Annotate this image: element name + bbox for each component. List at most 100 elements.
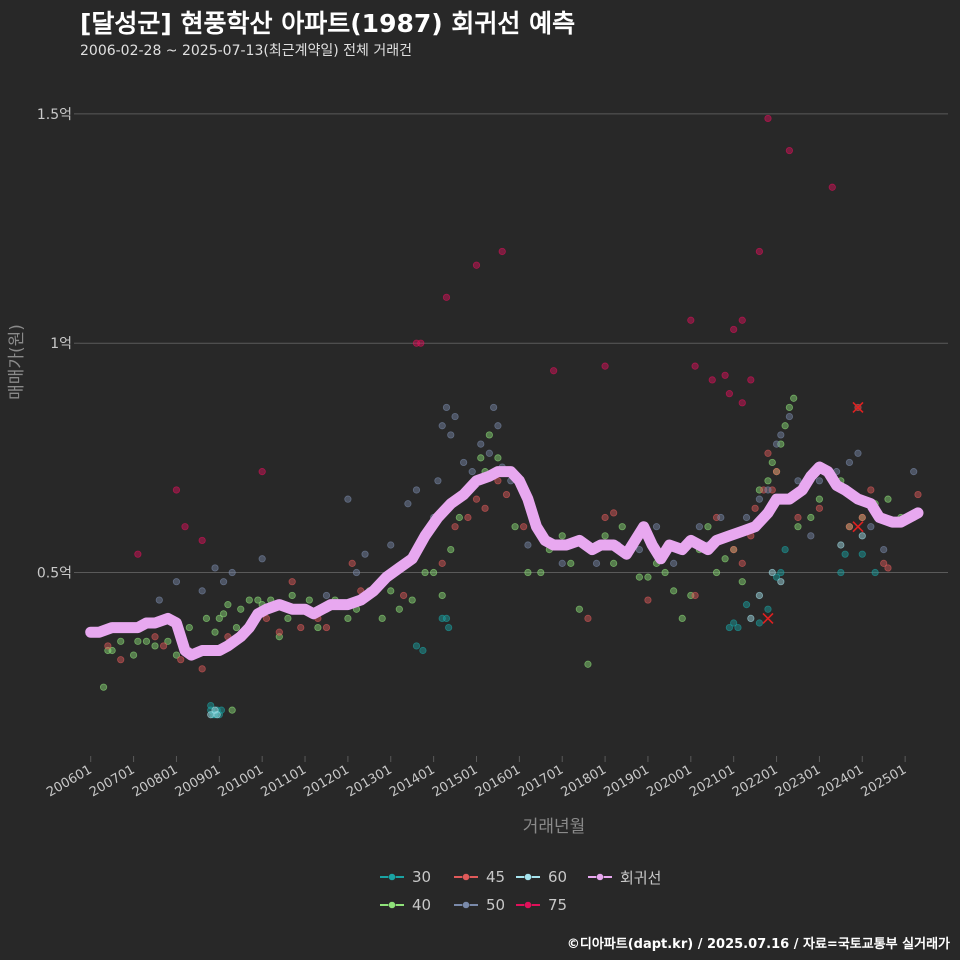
- data-point-40: [785, 403, 794, 412]
- x-tick-label: 202001: [644, 762, 694, 800]
- data-point-75: [721, 371, 729, 379]
- data-point-75: [172, 486, 181, 494]
- legend-key-dot: [462, 873, 470, 881]
- legend-label: 50: [486, 896, 506, 914]
- data-point-50: [845, 458, 854, 467]
- data-point-45: [288, 578, 296, 586]
- data-point-45: [858, 513, 866, 522]
- data-point-40: [768, 458, 776, 467]
- data-point-40: [395, 605, 403, 613]
- legend-label: 30: [412, 868, 432, 886]
- legend-key-reg: [588, 873, 612, 881]
- data-point-75: [828, 183, 836, 191]
- data-point-50: [198, 587, 206, 595]
- data-point-50: [635, 545, 643, 554]
- data-point-40: [494, 454, 502, 462]
- data-point-60: [755, 591, 763, 600]
- data-point-75: [258, 468, 266, 476]
- data-point-40: [678, 614, 686, 623]
- data-point-75: [442, 293, 451, 301]
- legend-key-dot: [524, 873, 532, 881]
- data-point-40: [142, 637, 151, 645]
- legend-item-40: 40: [378, 894, 431, 916]
- grid-layer: [80, 113, 948, 574]
- data-point-40: [378, 614, 386, 623]
- data-point-40: [219, 610, 228, 618]
- data-point-40: [108, 646, 116, 655]
- chart-title: [달성군] 현풍학산 아파트(1987) 회귀선 예측: [80, 9, 576, 38]
- data-point-50: [854, 449, 862, 457]
- chart-subtitle: 2006-02-28 ~ 2025-07-13(최근계약일) 전체 거래건: [80, 43, 412, 59]
- data-point-40: [807, 513, 815, 522]
- data-point-40: [610, 559, 618, 567]
- x-tick-label: 202101: [687, 762, 737, 800]
- data-point-45: [400, 591, 408, 600]
- x-axis-title: 거래년월: [523, 817, 586, 837]
- data-point-30: [419, 646, 427, 655]
- data-point-40: [794, 523, 802, 531]
- data-point-40: [661, 568, 669, 577]
- data-point-45: [481, 504, 489, 512]
- data-point-50: [468, 468, 476, 476]
- data-point-40: [421, 568, 429, 577]
- legend-item-reg: 회귀선: [586, 866, 661, 888]
- data-point-60: [777, 578, 785, 586]
- data-point-60: [768, 568, 776, 577]
- data-point-75: [785, 146, 794, 155]
- legend-label: 회귀선: [620, 868, 662, 887]
- data-point-40: [344, 614, 352, 623]
- y-tick-label: 1억: [50, 336, 72, 352]
- data-point-40: [129, 651, 138, 659]
- data-point-50: [652, 523, 661, 531]
- data-point-45: [815, 504, 824, 512]
- data-point-50: [477, 440, 485, 448]
- data-point-50: [485, 449, 493, 457]
- data-point-45: [738, 559, 746, 567]
- data-point-30: [764, 605, 772, 613]
- data-point-75: [601, 362, 609, 370]
- legend-label: 75: [548, 896, 568, 914]
- data-point-75: [687, 316, 695, 324]
- x-tick-label: 200701: [87, 762, 137, 800]
- x-marker: [852, 401, 864, 413]
- legend-label: 40: [412, 896, 432, 914]
- data-point-45: [198, 665, 206, 673]
- data-point-40: [781, 422, 789, 430]
- data-point-50: [910, 468, 918, 476]
- x-tick-label: 201801: [559, 762, 609, 800]
- x-marker-stroke: [852, 401, 864, 413]
- y-axis-title: 매매가(원): [7, 324, 27, 400]
- data-point-45: [451, 523, 459, 531]
- data-point-50: [434, 477, 442, 485]
- data-point-50: [785, 412, 794, 421]
- data-point-30: [772, 573, 781, 581]
- legend-label: 45: [486, 868, 506, 886]
- data-point-30: [755, 619, 763, 627]
- data-point-30: [871, 568, 879, 577]
- data-point-45: [520, 523, 528, 531]
- data-point-45: [584, 614, 592, 623]
- data-point-40: [172, 651, 181, 659]
- data-point-40: [224, 601, 232, 609]
- legend-key-dot: [462, 901, 470, 909]
- y-tick-label: 1.5억: [37, 107, 72, 123]
- data-point-45: [322, 623, 331, 632]
- data-point-40: [164, 637, 172, 645]
- data-point-45: [117, 656, 125, 664]
- data-point-45: [794, 513, 802, 522]
- data-point-40: [99, 683, 108, 691]
- data-point-40: [228, 706, 236, 714]
- data-point-75: [550, 367, 558, 375]
- data-point-30: [734, 623, 742, 632]
- data-point-50: [438, 422, 446, 430]
- data-point-40: [408, 596, 416, 604]
- data-point-45: [845, 523, 854, 531]
- data-point-50: [558, 559, 566, 567]
- x-tick-label: 201301: [344, 762, 394, 800]
- data-point-40: [232, 623, 241, 632]
- legend-item-45: 45: [452, 866, 505, 888]
- data-point-30: [207, 701, 215, 710]
- legend-key-45: [454, 873, 478, 881]
- data-point-45: [297, 623, 305, 632]
- legend-key-75: [516, 901, 540, 909]
